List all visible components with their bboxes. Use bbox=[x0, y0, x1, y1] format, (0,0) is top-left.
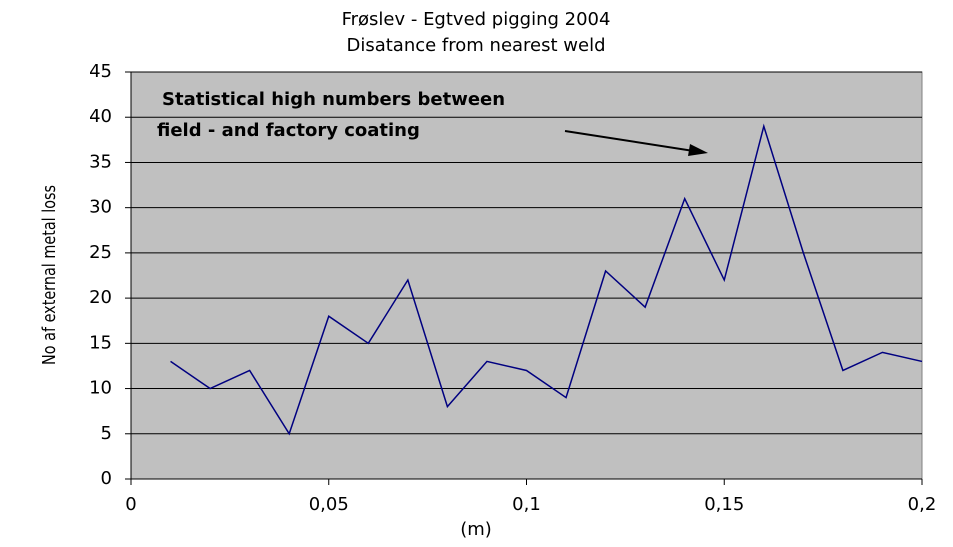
x-tick-label: 0,1 bbox=[512, 494, 541, 515]
arrow-head bbox=[688, 144, 708, 156]
chart-subtitle: Disatance from nearest weld bbox=[346, 35, 605, 56]
y-tick-label: 20 bbox=[89, 287, 112, 308]
plot-area bbox=[130, 71, 923, 480]
x-tick-label: 0,15 bbox=[704, 494, 744, 515]
y-axis-label: No af external metal loss bbox=[38, 185, 59, 365]
x-tick-label: 0 bbox=[125, 494, 136, 515]
x-axis-label: (m) bbox=[460, 519, 492, 540]
annotation: field - and factory coating bbox=[157, 120, 420, 141]
x-tick-label: 0,2 bbox=[908, 494, 937, 515]
y-tick-label: 5 bbox=[101, 423, 112, 444]
y-tick-label: 45 bbox=[89, 61, 112, 82]
data-line bbox=[170, 123, 923, 436]
annotation-arrow bbox=[564, 130, 701, 153]
x-tick-label: 0,05 bbox=[309, 494, 349, 515]
y-tick-label: 25 bbox=[89, 242, 112, 263]
annotation: Statistical high numbers between bbox=[162, 89, 505, 110]
y-tick-label: 40 bbox=[89, 106, 112, 127]
y-tick-label: 15 bbox=[89, 332, 112, 353]
y-tick-label: 30 bbox=[89, 197, 112, 218]
y-tick-label: 10 bbox=[89, 378, 112, 399]
y-tick-label: 35 bbox=[89, 151, 112, 172]
y-tick-label: 0 bbox=[101, 468, 112, 489]
chart-title: Frøslev - Egtved pigging 2004 bbox=[342, 9, 611, 30]
